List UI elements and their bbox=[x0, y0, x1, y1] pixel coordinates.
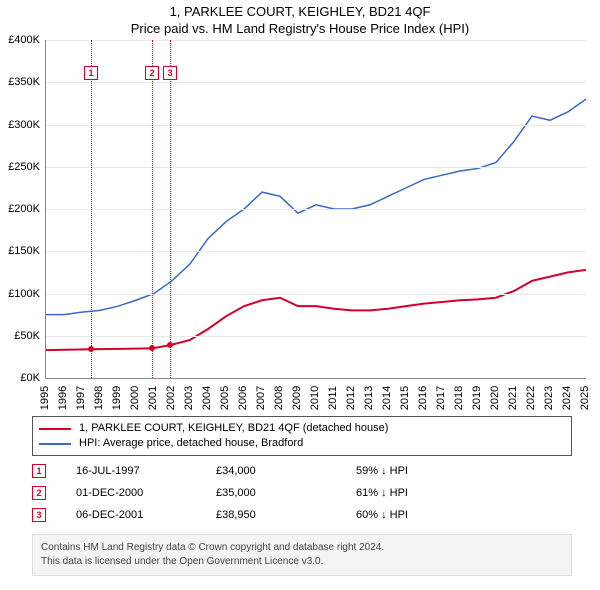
x-axis-label: 1998 bbox=[93, 383, 105, 413]
sale-date: 06-DEC-2001 bbox=[76, 509, 216, 521]
y-axis-label: £100K bbox=[0, 288, 40, 300]
gridline bbox=[46, 40, 586, 41]
sale-number-icon: 2 bbox=[32, 486, 46, 500]
x-axis-label: 2002 bbox=[165, 383, 177, 413]
sale-marker-box: 2 bbox=[145, 66, 159, 80]
sale-date: 01-DEC-2000 bbox=[76, 487, 216, 499]
sale-delta: 60% ↓ HPI bbox=[356, 509, 496, 521]
y-axis-label: £400K bbox=[0, 34, 40, 46]
x-axis-label: 2001 bbox=[147, 383, 159, 413]
gridline bbox=[46, 167, 586, 168]
sale-marker-box: 3 bbox=[163, 66, 177, 80]
x-axis-label: 2014 bbox=[381, 383, 393, 413]
sale-marker-dot bbox=[167, 342, 173, 348]
legend-row: HPI: Average price, detached house, Brad… bbox=[39, 436, 565, 451]
x-axis-label: 2016 bbox=[417, 383, 429, 413]
sale-marker-dot bbox=[88, 346, 94, 352]
sale-marker-line bbox=[152, 40, 153, 378]
legend-label: 1, PARKLEE COURT, KEIGHLEY, BD21 4QF (de… bbox=[79, 421, 388, 436]
gridline bbox=[46, 209, 586, 210]
x-axis-label: 1995 bbox=[39, 383, 51, 413]
sale-marker-box: 1 bbox=[84, 66, 98, 80]
x-axis-label: 1997 bbox=[75, 383, 87, 413]
sale-price: £34,000 bbox=[216, 465, 356, 477]
gridline bbox=[46, 82, 586, 83]
sale-number-icon: 3 bbox=[32, 508, 46, 522]
x-axis-label: 2021 bbox=[507, 383, 519, 413]
legend-label: HPI: Average price, detached house, Brad… bbox=[79, 436, 303, 451]
gridline bbox=[46, 251, 586, 252]
sales-table: 1 16-JUL-1997£34,00059% ↓ HPI 2 01-DEC-2000… bbox=[32, 460, 572, 526]
y-axis-label: £0K bbox=[0, 372, 40, 384]
x-axis-label: 2019 bbox=[471, 383, 483, 413]
y-axis-label: £50K bbox=[0, 330, 40, 342]
x-axis-label: 2012 bbox=[345, 383, 357, 413]
page-title: 1, PARKLEE COURT, KEIGHLEY, BD21 4QF bbox=[0, 4, 600, 19]
chart-plot-area: 1 23 bbox=[45, 40, 586, 379]
x-axis-label: 1999 bbox=[111, 383, 123, 413]
sale-marker-line bbox=[170, 40, 171, 378]
x-axis-label: 2023 bbox=[543, 383, 555, 413]
x-axis-label: 2003 bbox=[183, 383, 195, 413]
series-line bbox=[46, 99, 586, 314]
x-axis-label: 2010 bbox=[309, 383, 321, 413]
y-axis-label: £150K bbox=[0, 245, 40, 257]
x-axis-label: 2000 bbox=[129, 383, 141, 413]
y-axis-label: £350K bbox=[0, 76, 40, 88]
x-axis-label: 2008 bbox=[273, 383, 285, 413]
x-axis-label: 2020 bbox=[489, 383, 501, 413]
x-axis-label: 2017 bbox=[435, 383, 447, 413]
x-axis-label: 2013 bbox=[363, 383, 375, 413]
sales-row: 3 06-DEC-2001£38,95060% ↓ HPI bbox=[32, 504, 572, 526]
x-axis-label: 1996 bbox=[57, 383, 69, 413]
legend-row: 1, PARKLEE COURT, KEIGHLEY, BD21 4QF (de… bbox=[39, 421, 565, 436]
y-axis-label: £200K bbox=[0, 203, 40, 215]
gridline bbox=[46, 336, 586, 337]
x-axis-label: 2024 bbox=[561, 383, 573, 413]
page-subtitle: Price paid vs. HM Land Registry's House … bbox=[0, 21, 600, 36]
sales-row: 1 16-JUL-1997£34,00059% ↓ HPI bbox=[32, 460, 572, 482]
sales-row: 2 01-DEC-2000£35,00061% ↓ HPI bbox=[32, 482, 572, 504]
footnote: Contains HM Land Registry data © Crown c… bbox=[32, 534, 572, 576]
gridline bbox=[46, 125, 586, 126]
y-axis-label: £250K bbox=[0, 161, 40, 173]
series-line bbox=[46, 270, 586, 350]
footnote-line-2: This data is licensed under the Open Gov… bbox=[41, 556, 323, 567]
legend-box: 1, PARKLEE COURT, KEIGHLEY, BD21 4QF (de… bbox=[32, 416, 572, 456]
x-axis-label: 2006 bbox=[237, 383, 249, 413]
x-axis-label: 2007 bbox=[255, 383, 267, 413]
x-axis-label: 2015 bbox=[399, 383, 411, 413]
legend-swatch bbox=[39, 428, 71, 430]
footnote-line-1: Contains HM Land Registry data © Crown c… bbox=[41, 542, 384, 553]
legend-swatch bbox=[39, 443, 71, 445]
x-axis-label: 2018 bbox=[453, 383, 465, 413]
sale-marker-dot bbox=[149, 345, 155, 351]
sale-number-icon: 1 bbox=[32, 464, 46, 478]
sale-delta: 61% ↓ HPI bbox=[356, 487, 496, 499]
sale-delta: 59% ↓ HPI bbox=[356, 465, 496, 477]
gridline bbox=[46, 294, 586, 295]
sale-marker-line bbox=[91, 40, 92, 378]
x-axis-label: 2005 bbox=[219, 383, 231, 413]
y-axis-label: £300K bbox=[0, 119, 40, 131]
x-axis-label: 2004 bbox=[201, 383, 213, 413]
x-axis-label: 2009 bbox=[291, 383, 303, 413]
sale-price: £35,000 bbox=[216, 487, 356, 499]
sale-price: £38,950 bbox=[216, 509, 356, 521]
sale-date: 16-JUL-1997 bbox=[76, 465, 216, 477]
x-axis-label: 2025 bbox=[579, 383, 591, 413]
x-axis-label: 2011 bbox=[327, 383, 339, 413]
x-axis-label: 2022 bbox=[525, 383, 537, 413]
